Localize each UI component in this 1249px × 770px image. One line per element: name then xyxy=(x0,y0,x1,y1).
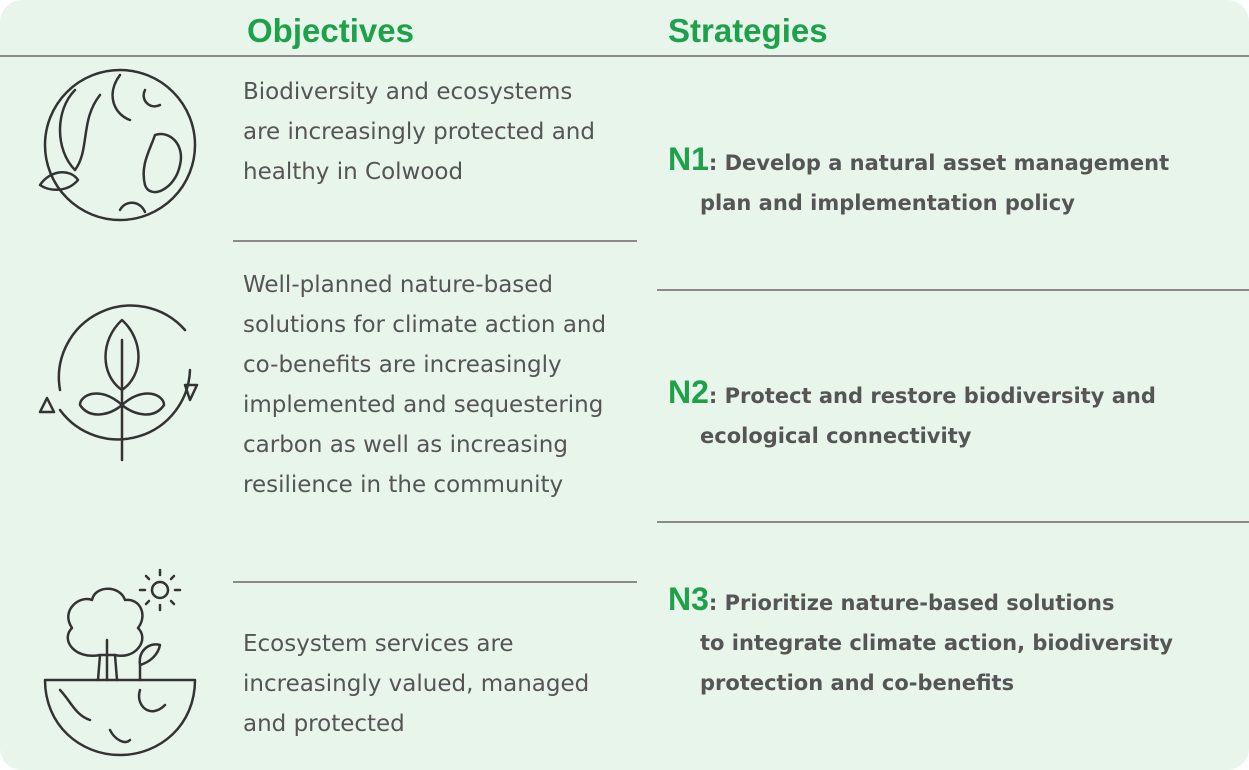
globe-icon xyxy=(38,68,197,222)
objective-line: increasingly valued, managed xyxy=(243,671,589,697)
plant-cycle-icon xyxy=(38,304,199,462)
tree-earth-icon xyxy=(43,568,197,757)
strategy-code: N2 xyxy=(668,374,709,410)
objective-line: healthy in Colwood xyxy=(243,159,463,185)
strategy-line: to integrate climate action, biodiversit… xyxy=(700,631,1173,655)
strategy-code: N3 xyxy=(668,581,709,617)
objective-line: Biodiversity and ecosystems xyxy=(243,79,572,105)
objective-line: Well-planned nature-based xyxy=(243,272,553,298)
objective-line: are increasingly protected and xyxy=(243,119,595,145)
strategies-title: Strategies xyxy=(668,12,828,49)
objective-line: and protected xyxy=(243,711,405,737)
objective-line: solutions for climate action and xyxy=(243,312,606,338)
objective-line: Ecosystem services are xyxy=(243,631,514,657)
strategy-line: : Prioritize nature-based solutions xyxy=(709,591,1115,615)
objective-line: co-benefits are increasingly xyxy=(243,352,562,378)
objective-line: resilience in the community xyxy=(243,472,563,498)
objectives-title: Objectives xyxy=(247,12,414,49)
strategy-line: : Protect and restore biodiversity and xyxy=(709,384,1156,408)
strategy-code: N1 xyxy=(668,141,709,177)
objective-line: carbon as well as increasing xyxy=(243,432,568,458)
strategy-line: protection and co-benefits xyxy=(700,671,1014,695)
objective-line: implemented and sequestering xyxy=(243,392,603,418)
strategy-line: plan and implementation policy xyxy=(700,191,1075,215)
strategy-line: ecological connectivity xyxy=(700,424,972,448)
strategy-line: : Develop a natural asset management xyxy=(709,151,1169,175)
